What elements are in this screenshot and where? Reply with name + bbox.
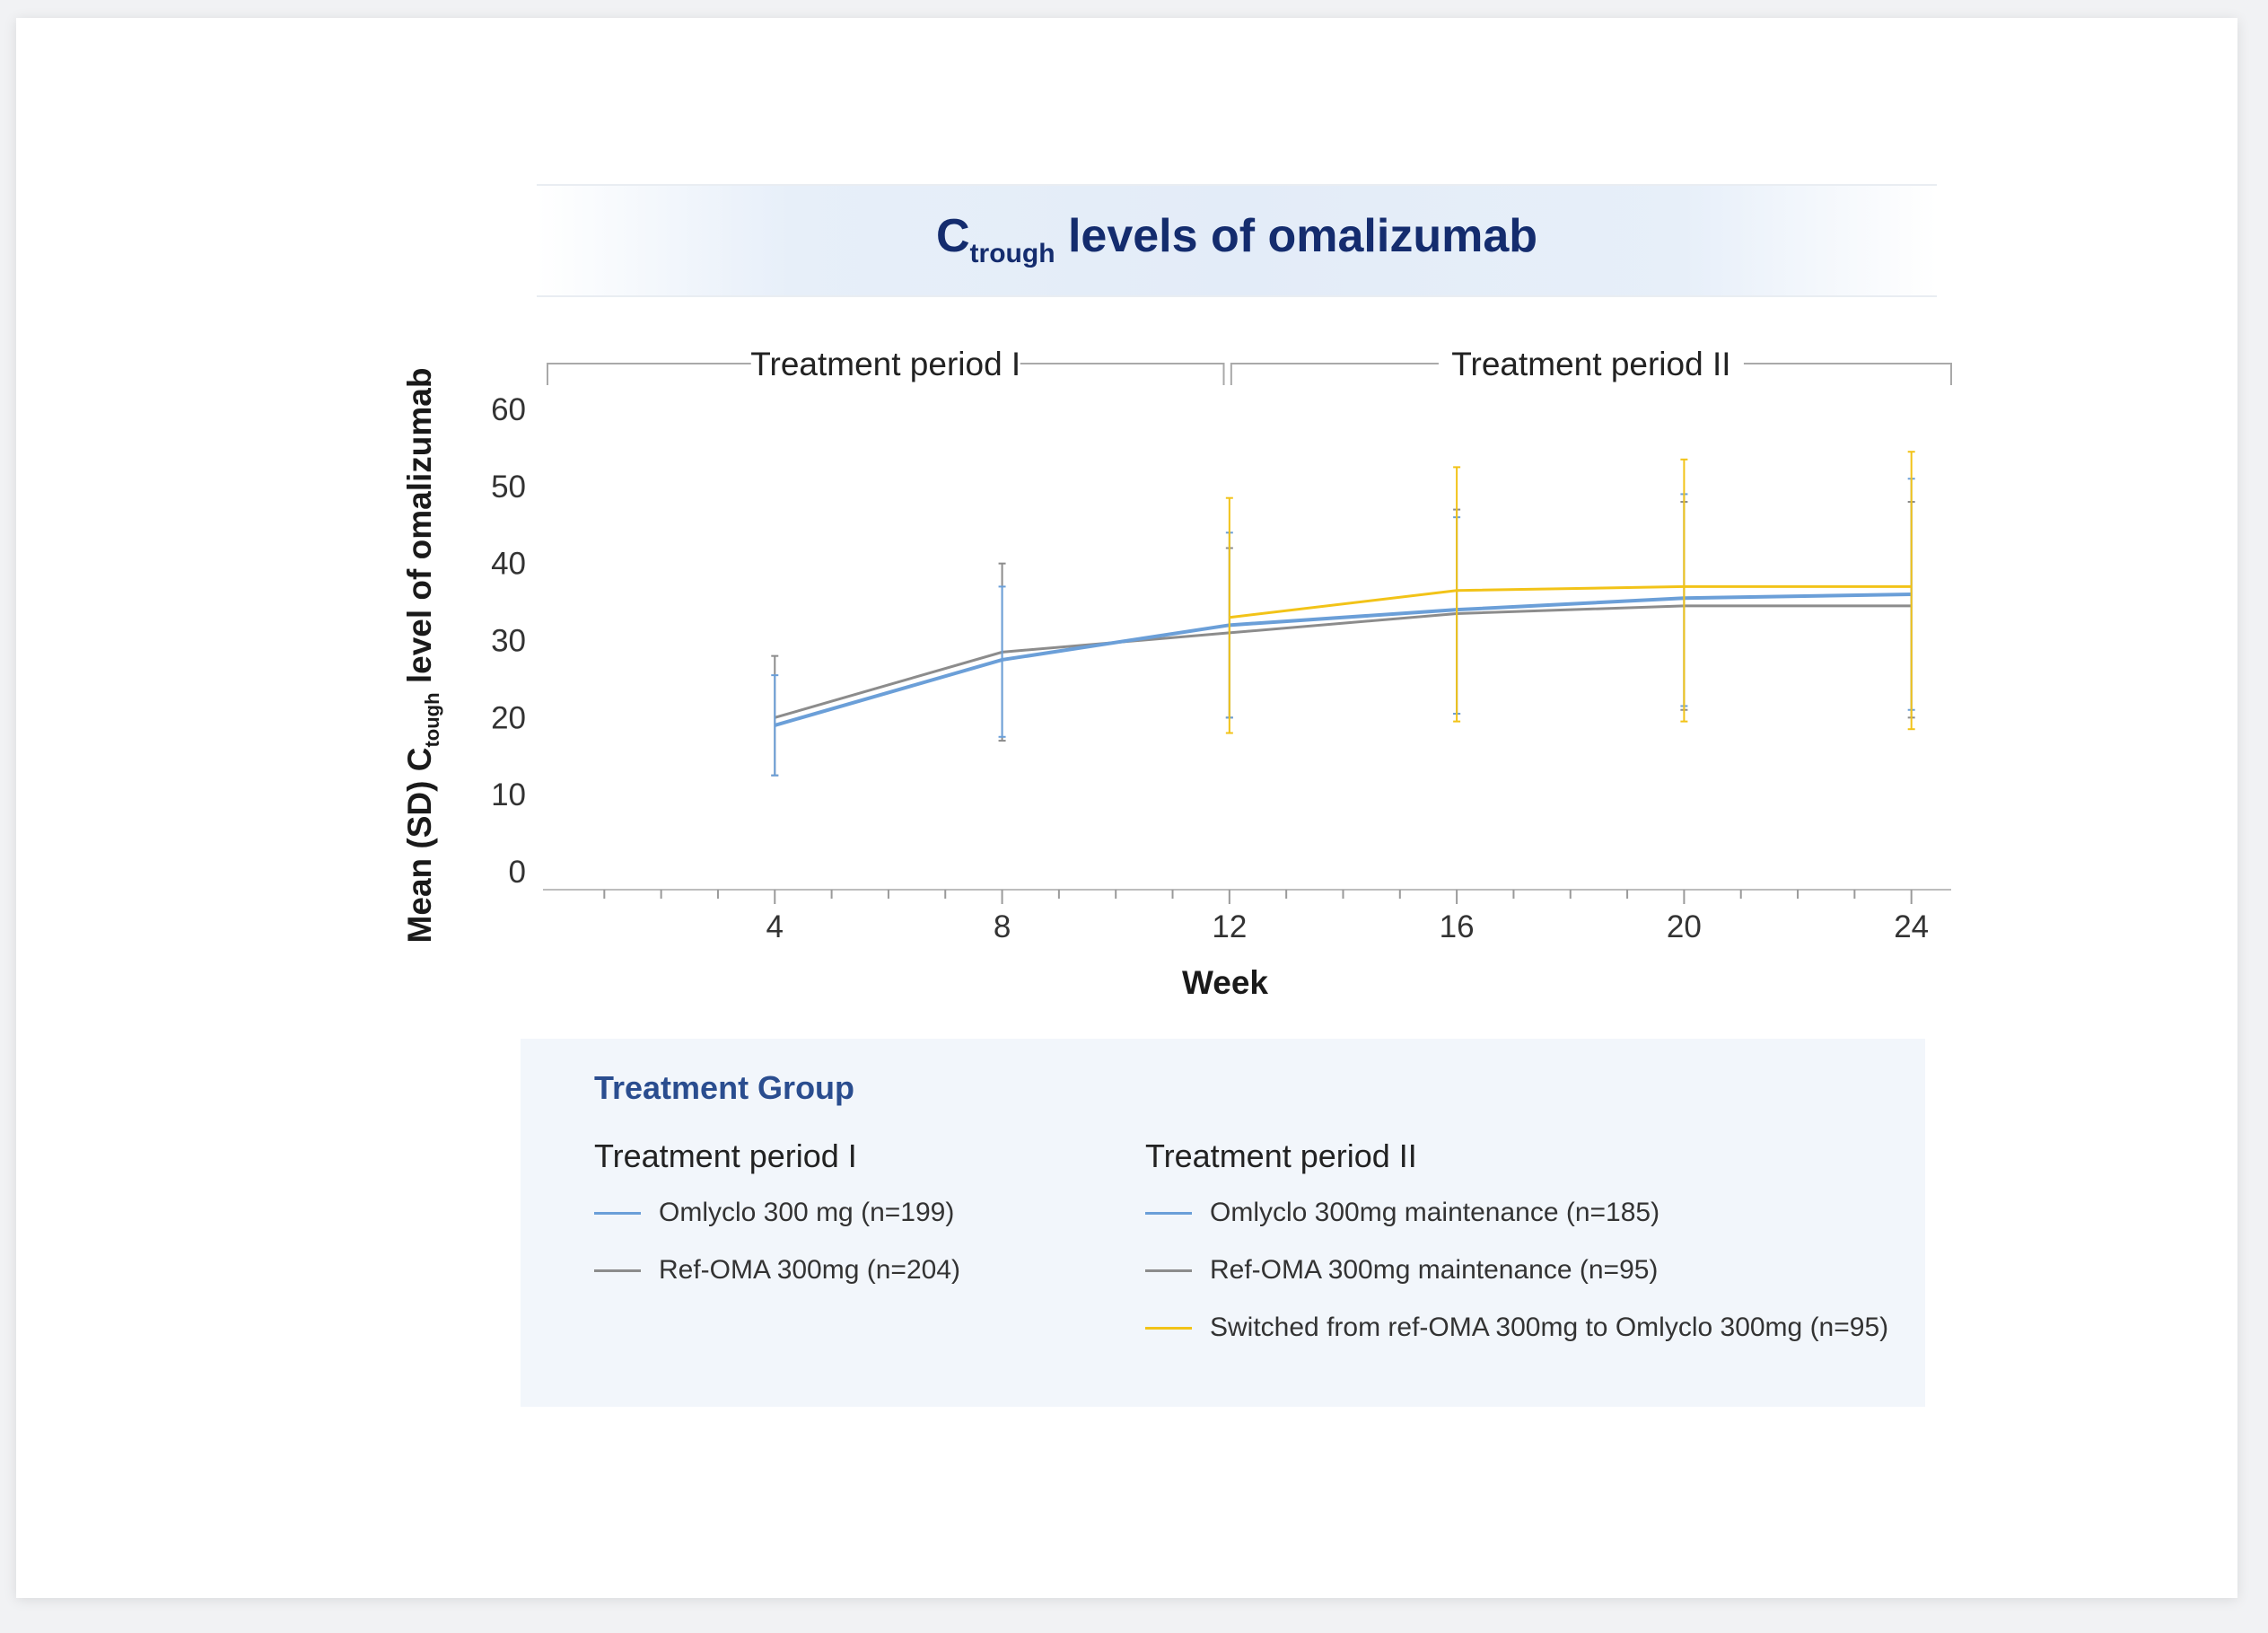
- title-band: Ctrough levels of omalizumab: [537, 184, 1937, 297]
- y-tick-label: 50: [491, 470, 526, 505]
- x-tick-label: 12: [1212, 909, 1247, 944]
- legend-column-heading: Treatment period II: [1145, 1137, 1417, 1174]
- x-axis-label: Week: [1182, 964, 1268, 1001]
- y-tick-label: 20: [491, 700, 526, 735]
- legend-swatch: [594, 1211, 641, 1215]
- legend-title: Treatment Group: [594, 1069, 855, 1106]
- legend-swatch: [1145, 1211, 1192, 1215]
- series-line: [774, 593, 1912, 727]
- series: [1225, 451, 1915, 734]
- series-line: [1229, 584, 1912, 619]
- period-brackets: Treatment period I Treatment period II: [547, 346, 1952, 385]
- y-axis-label-main: Mean (SD) C: [401, 748, 438, 944]
- legend-column-period-1: Treatment period I Omlyclo 300 mg (n=199…: [594, 1137, 960, 1310]
- x-tick-label: 4: [766, 909, 784, 944]
- legend-label: Omlyclo 300mg maintenance (n=185): [1210, 1198, 1660, 1227]
- legend-column-period-2: Treatment period II Omlyclo 300mg mainte…: [1145, 1137, 1888, 1367]
- period-label: Treatment period II: [1451, 346, 1730, 382]
- y-tick-label: 10: [491, 777, 526, 812]
- chart-series: [771, 451, 1915, 777]
- legend-column-heading: Treatment period I: [594, 1137, 857, 1174]
- x-tick-label: 24: [1894, 909, 1929, 944]
- chart-title: Ctrough levels of omalizumab: [537, 209, 1937, 269]
- legend-item: Omlyclo 300mg maintenance (n=185): [1145, 1195, 1888, 1231]
- period-bracket-left: [1230, 363, 1439, 385]
- legend-label: Omlyclo 300 mg (n=199): [659, 1198, 955, 1227]
- legend-label: Switched from ref-OMA 300mg to Omlyclo 3…: [1210, 1313, 1889, 1342]
- y-tick-label: 40: [491, 547, 526, 582]
- legend-panel: Treatment Group Treatment period I Omlyc…: [521, 1039, 1925, 1407]
- y-axis-label: Mean (SD) Ctough level of omalizumab: [401, 368, 443, 944]
- period-bracket: Treatment period II: [1230, 346, 1952, 385]
- series: [771, 478, 1915, 777]
- error-bar: [1453, 466, 1461, 723]
- chart-title-subscript: trough: [969, 239, 1055, 268]
- period-bracket-left: [547, 363, 751, 385]
- legend-item: Ref-OMA 300mg maintenance (n=95): [1145, 1252, 1888, 1288]
- y-axis-label-subscript: tough: [421, 692, 443, 747]
- series-line: [774, 604, 1912, 719]
- error-bar: [1907, 451, 1915, 731]
- legend-item: Switched from ref-OMA 300mg to Omlyclo 3…: [1145, 1310, 1888, 1346]
- legend-swatch: [594, 1269, 641, 1272]
- period-bracket-right: [1020, 363, 1225, 385]
- y-axis-label-rest: level of omalizumab: [401, 368, 438, 693]
- x-tick-label: 8: [994, 909, 1011, 944]
- series: [771, 501, 1915, 777]
- x-tick-label: 20: [1667, 909, 1702, 944]
- legend-swatch: [1145, 1269, 1192, 1272]
- period-bracket: Treatment period I: [547, 346, 1225, 385]
- error-bar: [1225, 496, 1233, 734]
- legend-item: Ref-OMA 300mg (n=204): [594, 1252, 960, 1288]
- legend-item: Omlyclo 300 mg (n=199): [594, 1195, 960, 1231]
- y-tick-label: 60: [491, 392, 526, 427]
- chart-title-main: C: [935, 210, 970, 262]
- legend-swatch: [1145, 1326, 1192, 1330]
- legend-label: Ref-OMA 300mg maintenance (n=95): [1210, 1255, 1659, 1285]
- chart-axes: 4 8 12 16 20 24 0 10 20 30 40 50 60: [491, 392, 1951, 944]
- line-chart: Treatment period I Treatment period II 4 8…: [401, 346, 1952, 1001]
- period-bracket-right: [1743, 363, 1952, 385]
- y-tick-label: 30: [491, 624, 526, 659]
- y-tick-label: 0: [509, 855, 526, 890]
- legend-label: Ref-OMA 300mg (n=204): [659, 1255, 960, 1285]
- chart-title-rest: levels of omalizumab: [1055, 210, 1538, 262]
- error-bar: [1680, 458, 1688, 723]
- period-label: Treatment period I: [750, 346, 1020, 382]
- x-tick-label: 16: [1440, 909, 1475, 944]
- error-bar: [998, 585, 1006, 738]
